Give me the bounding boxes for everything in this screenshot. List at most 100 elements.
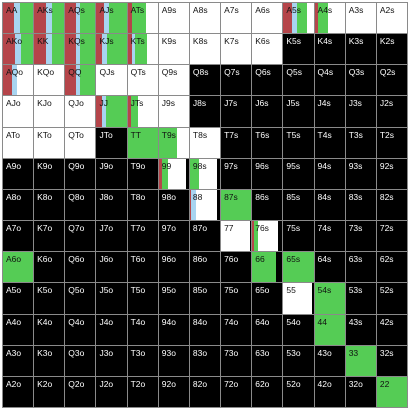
hand-cell-22[interactable]: 22 — [376, 376, 407, 407]
hand-cell-53s[interactable]: 53s — [345, 283, 376, 314]
hand-cell-k4o[interactable]: K4o — [34, 314, 65, 345]
hand-cell-ats[interactable]: ATs — [127, 3, 158, 34]
hand-cell-k5o[interactable]: K5o — [34, 283, 65, 314]
hand-cell-ato[interactable]: ATo — [3, 127, 34, 158]
hand-cell-t2o[interactable]: T2o — [127, 376, 158, 407]
hand-cell-q8s[interactable]: Q8s — [189, 65, 221, 96]
hand-cell-a4s[interactable]: A4s — [314, 3, 345, 34]
hand-cell-a8o[interactable]: A8o — [3, 189, 34, 221]
hand-cell-87s[interactable]: 87s — [221, 189, 252, 221]
hand-cell-qjs[interactable]: QJs — [96, 65, 127, 96]
hand-cell-j8o[interactable]: J8o — [96, 189, 127, 221]
hand-cell-t5s[interactable]: T5s — [283, 127, 314, 158]
hand-cell-t9s[interactable]: T9s — [158, 127, 189, 158]
hand-cell-44[interactable]: 44 — [314, 314, 345, 345]
hand-cell-kto[interactable]: KTo — [34, 127, 65, 158]
hand-cell-52o[interactable]: 52o — [283, 376, 314, 407]
hand-cell-73s[interactable]: 73s — [345, 221, 376, 252]
hand-cell-j7s[interactable]: J7s — [221, 96, 252, 127]
hand-cell-k7s[interactable]: K7s — [221, 34, 252, 65]
hand-cell-j9s[interactable]: J9s — [158, 96, 189, 127]
hand-cell-65s[interactable]: 65s — [283, 252, 314, 283]
hand-cell-43o[interactable]: 43o — [314, 345, 345, 376]
hand-cell-98o[interactable]: 98o — [158, 189, 189, 221]
hand-cell-a9o[interactable]: A9o — [3, 158, 34, 189]
hand-cell-65o[interactable]: 65o — [252, 283, 283, 314]
hand-cell-64o[interactable]: 64o — [252, 314, 283, 345]
hand-cell-55[interactable]: 55 — [283, 283, 314, 314]
hand-cell-32o[interactable]: 32o — [345, 376, 376, 407]
hand-cell-95o[interactable]: 95o — [158, 283, 189, 314]
hand-cell-66[interactable]: 66 — [252, 252, 283, 283]
hand-cell-95s[interactable]: 95s — [283, 158, 314, 189]
hand-cell-88[interactable]: 88 — [189, 189, 221, 221]
hand-cell-85o[interactable]: 85o — [189, 283, 221, 314]
hand-cell-87o[interactable]: 87o — [189, 221, 221, 252]
hand-cell-q3s[interactable]: Q3s — [345, 65, 376, 96]
hand-cell-t5o[interactable]: T5o — [127, 283, 158, 314]
hand-cell-72s[interactable]: 72s — [376, 221, 407, 252]
hand-cell-52s[interactable]: 52s — [376, 283, 407, 314]
hand-cell-t4o[interactable]: T4o — [127, 314, 158, 345]
hand-cell-ajo[interactable]: AJo — [3, 96, 34, 127]
hand-cell-jto[interactable]: JTo — [96, 127, 127, 158]
hand-cell-53o[interactable]: 53o — [283, 345, 314, 376]
hand-cell-j8s[interactable]: J8s — [189, 96, 221, 127]
hand-cell-93o[interactable]: 93o — [158, 345, 189, 376]
hand-cell-t3o[interactable]: T3o — [127, 345, 158, 376]
hand-cell-j9o[interactable]: J9o — [96, 158, 127, 189]
hand-cell-72o[interactable]: 72o — [221, 376, 252, 407]
hand-cell-a7o[interactable]: A7o — [3, 221, 34, 252]
hand-cell-a2o[interactable]: A2o — [3, 376, 34, 407]
hand-cell-k9o[interactable]: K9o — [34, 158, 65, 189]
hand-cell-q4o[interactable]: Q4o — [65, 314, 96, 345]
hand-cell-q4s[interactable]: Q4s — [314, 65, 345, 96]
hand-cell-k5s[interactable]: K5s — [283, 34, 314, 65]
hand-cell-q7s[interactable]: Q7s — [221, 65, 252, 96]
hand-cell-aks[interactable]: AKs — [34, 3, 65, 34]
hand-cell-85s[interactable]: 85s — [283, 189, 314, 221]
hand-cell-k7o[interactable]: K7o — [34, 221, 65, 252]
hand-cell-j4o[interactable]: J4o — [96, 314, 127, 345]
hand-cell-75o[interactable]: 75o — [221, 283, 252, 314]
hand-cell-63s[interactable]: 63s — [345, 252, 376, 283]
hand-cell-q8o[interactable]: Q8o — [65, 189, 96, 221]
hand-cell-q7o[interactable]: Q7o — [65, 221, 96, 252]
hand-cell-q3o[interactable]: Q3o — [65, 345, 96, 376]
hand-cell-t2s[interactable]: T2s — [376, 127, 407, 158]
hand-cell-a8s[interactable]: A8s — [189, 3, 221, 34]
hand-cell-97o[interactable]: 97o — [158, 221, 189, 252]
hand-cell-t4s[interactable]: T4s — [314, 127, 345, 158]
hand-cell-q2s[interactable]: Q2s — [376, 65, 407, 96]
hand-cell-84o[interactable]: 84o — [189, 314, 221, 345]
hand-cell-76o[interactable]: 76o — [221, 252, 252, 283]
hand-cell-a5o[interactable]: A5o — [3, 283, 34, 314]
hand-cell-77[interactable]: 77 — [221, 221, 252, 252]
hand-cell-43s[interactable]: 43s — [345, 314, 376, 345]
hand-cell-k8s[interactable]: K8s — [189, 34, 221, 65]
hand-cell-42s[interactable]: 42s — [376, 314, 407, 345]
hand-cell-aqo[interactable]: AQo — [3, 65, 34, 96]
hand-cell-q9s[interactable]: Q9s — [158, 65, 189, 96]
hand-cell-q6s[interactable]: Q6s — [252, 65, 283, 96]
hand-cell-83s[interactable]: 83s — [345, 189, 376, 221]
hand-cell-k8o[interactable]: K8o — [34, 189, 65, 221]
hand-cell-33[interactable]: 33 — [345, 345, 376, 376]
hand-cell-86s[interactable]: 86s — [252, 189, 283, 221]
hand-cell-t8o[interactable]: T8o — [127, 189, 158, 221]
hand-cell-j7o[interactable]: J7o — [96, 221, 127, 252]
hand-cell-94o[interactable]: 94o — [158, 314, 189, 345]
hand-cell-kqo[interactable]: KQo — [34, 65, 65, 96]
hand-cell-96s[interactable]: 96s — [252, 158, 283, 189]
hand-cell-97s[interactable]: 97s — [221, 158, 252, 189]
hand-cell-83o[interactable]: 83o — [189, 345, 221, 376]
hand-cell-qq[interactable]: QQ — [65, 65, 96, 96]
hand-cell-q9o[interactable]: Q9o — [65, 158, 96, 189]
hand-cell-96o[interactable]: 96o — [158, 252, 189, 283]
hand-cell-j3s[interactable]: J3s — [345, 96, 376, 127]
hand-cell-63o[interactable]: 63o — [252, 345, 283, 376]
hand-cell-j6o[interactable]: J6o — [96, 252, 127, 283]
hand-cell-t7s[interactable]: T7s — [221, 127, 252, 158]
hand-cell-jts[interactable]: JTs — [127, 96, 158, 127]
hand-cell-j4s[interactable]: J4s — [314, 96, 345, 127]
